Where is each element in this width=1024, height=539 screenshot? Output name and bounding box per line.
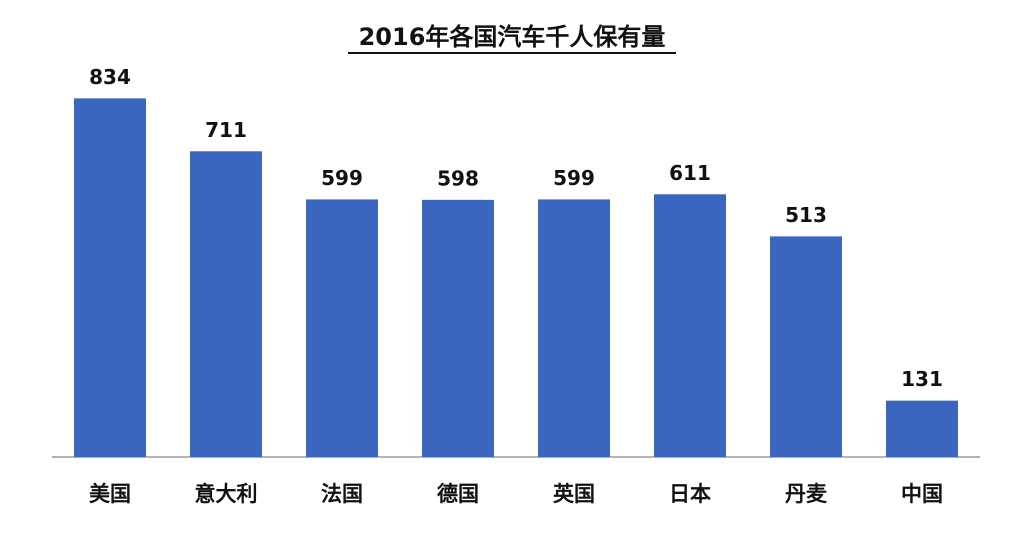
chart-title: 2016年各国汽车千人保有量: [359, 23, 666, 51]
value-label: 599: [321, 166, 363, 190]
value-label: 711: [205, 118, 247, 142]
bar: [74, 98, 146, 457]
x-tick-label: 意大利: [195, 482, 258, 506]
x-tick-label: 英国: [553, 482, 595, 506]
x-tick-label: 美国: [89, 482, 131, 506]
bar: [190, 151, 262, 457]
bar: [422, 199, 494, 458]
value-label: 513: [785, 203, 827, 227]
bar: [770, 236, 842, 457]
value-label: 131: [901, 367, 943, 391]
x-tick-label: 中国: [901, 482, 943, 506]
x-tick-label: 日本: [669, 482, 711, 506]
value-label: 598: [437, 166, 479, 190]
value-label: 834: [89, 65, 131, 89]
x-tick-label: 德国: [437, 482, 479, 506]
x-tick-label: 法国: [321, 482, 363, 506]
bar: [654, 194, 726, 457]
x-tick-label: 丹麦: [785, 482, 828, 506]
bar: [886, 400, 958, 457]
value-label: 599: [553, 166, 595, 190]
value-label: 611: [669, 161, 711, 185]
bar: [306, 199, 378, 457]
bar: [538, 199, 610, 457]
